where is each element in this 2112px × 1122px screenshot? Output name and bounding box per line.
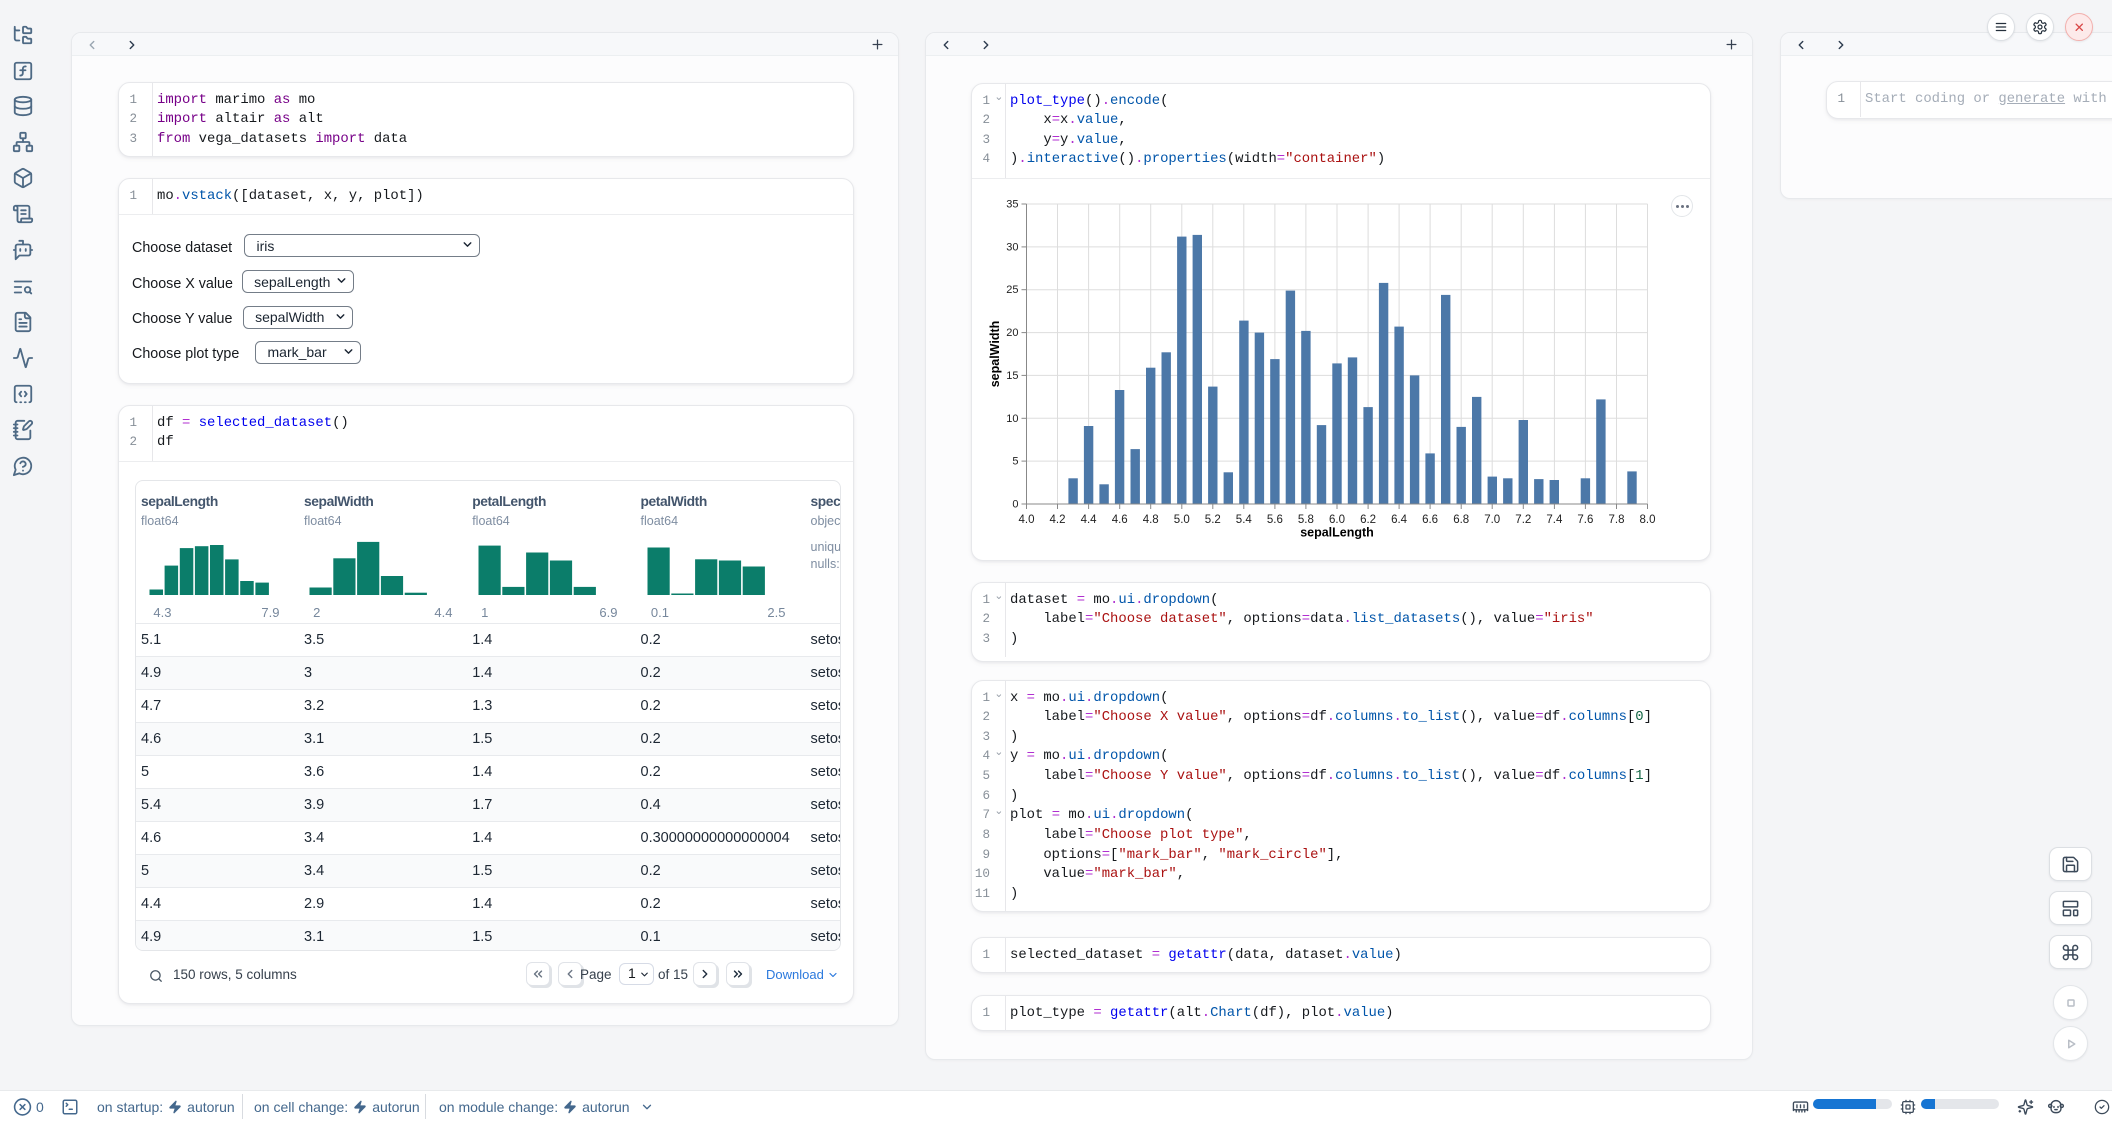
svg-text:5.6: 5.6 (1266, 514, 1282, 526)
svg-text:5.0: 5.0 (1173, 514, 1189, 526)
svg-text:sepalLength: sepalLength (1300, 526, 1374, 540)
svg-text:5.8: 5.8 (1297, 514, 1313, 526)
svg-text:25: 25 (1006, 284, 1018, 296)
svg-text:10: 10 (1006, 413, 1018, 425)
svg-text:6.2: 6.2 (1360, 514, 1376, 526)
svg-text:15: 15 (1006, 370, 1018, 382)
svg-text:5.2: 5.2 (1204, 514, 1220, 526)
svg-text:30: 30 (1006, 241, 1018, 253)
svg-text:4.6: 4.6 (1111, 514, 1127, 526)
svg-text:7.8: 7.8 (1608, 514, 1624, 526)
svg-text:6.4: 6.4 (1391, 514, 1408, 526)
svg-text:6.6: 6.6 (1422, 514, 1438, 526)
svg-text:4.2: 4.2 (1049, 514, 1065, 526)
svg-text:0: 0 (1012, 499, 1018, 511)
svg-text:8.0: 8.0 (1639, 514, 1655, 526)
svg-text:sepalWidth: sepalWidth (988, 321, 1002, 388)
svg-text:5.4: 5.4 (1235, 514, 1252, 526)
svg-text:7.4: 7.4 (1546, 514, 1563, 526)
svg-text:6.0: 6.0 (1329, 514, 1345, 526)
svg-text:4.4: 4.4 (1080, 514, 1097, 526)
svg-text:20: 20 (1006, 327, 1018, 339)
svg-text:7.0: 7.0 (1484, 514, 1500, 526)
svg-text:5: 5 (1012, 456, 1018, 468)
svg-text:7.2: 7.2 (1515, 514, 1531, 526)
svg-text:7.6: 7.6 (1577, 514, 1593, 526)
svg-text:4.0: 4.0 (1018, 514, 1034, 526)
svg-text:4.8: 4.8 (1142, 514, 1158, 526)
svg-text:35: 35 (1006, 199, 1018, 211)
svg-text:6.8: 6.8 (1453, 514, 1469, 526)
